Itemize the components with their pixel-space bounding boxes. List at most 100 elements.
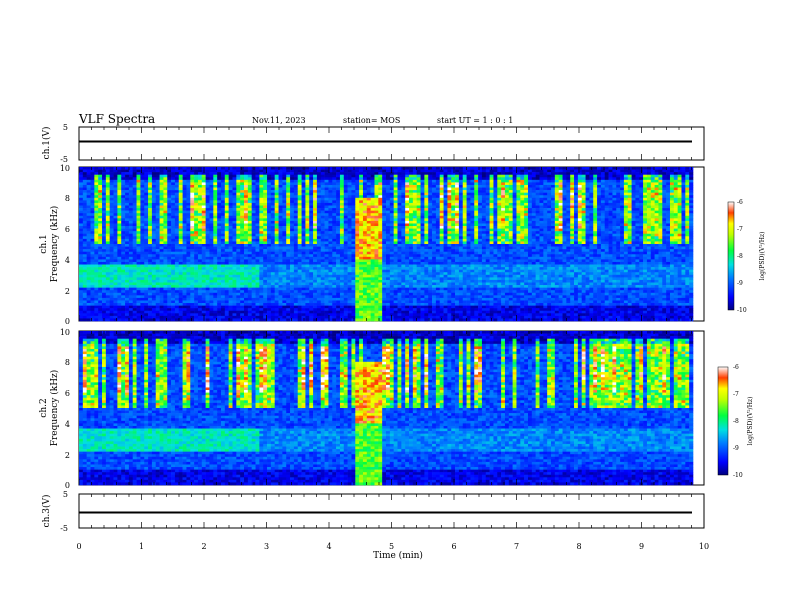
spectrogram-cell	[159, 244, 164, 247]
spectrogram-cell	[343, 254, 348, 258]
spectrogram-cell	[86, 305, 91, 309]
spectrogram-cell	[148, 190, 153, 193]
spectrogram-cell	[140, 261, 145, 265]
spectrogram-cell	[86, 236, 91, 240]
spectrogram-cell	[278, 184, 283, 188]
spectrogram-cell	[320, 190, 325, 193]
spectrogram-cell	[301, 208, 306, 211]
spectrogram-cell	[86, 285, 91, 288]
spectrogram-cell	[313, 231, 318, 235]
spectrogram-cell	[171, 244, 176, 247]
spectrogram-cell	[128, 182, 134, 186]
spectrogram-cell	[228, 177, 233, 181]
spectrogram-cell	[109, 205, 114, 209]
spectrogram-cell	[316, 292, 322, 296]
spectrogram-cell	[128, 179, 134, 183]
spectrogram-cell	[113, 318, 118, 322]
spectrogram-cell	[278, 287, 283, 291]
spectrogram-cell	[167, 169, 172, 173]
spectrogram-cell	[167, 269, 172, 273]
spectrogram-cell	[286, 279, 291, 283]
spectrogram-cell	[182, 177, 187, 181]
spectrogram-cell	[347, 233, 352, 237]
spectrogram-cell	[209, 267, 214, 270]
spectrogram-cell	[251, 308, 256, 312]
spectrogram-cell	[286, 282, 291, 286]
spectrogram-cell	[366, 200, 371, 204]
spectrogram-cell	[232, 295, 237, 299]
spectrogram-cell	[313, 246, 318, 250]
spectrogram-cell	[274, 190, 279, 193]
spectrogram-cell	[332, 244, 337, 247]
spectrogram-cell	[244, 233, 249, 237]
spectrogram-cell	[339, 269, 345, 273]
spectrogram-cell	[209, 313, 214, 317]
spectrogram-cell	[293, 241, 299, 245]
spectrogram-cell	[351, 244, 356, 247]
spectrogram-cell	[293, 305, 299, 309]
spectrogram-cell	[339, 285, 345, 288]
spectrogram-cell	[228, 208, 233, 211]
spectrogram-cell	[167, 251, 172, 255]
spectrogram-cell	[105, 305, 110, 309]
spectrogram-cell	[244, 303, 249, 306]
spectrogram-cell	[351, 282, 356, 286]
spectrogram-cell	[213, 200, 218, 204]
spectrogram-cell	[347, 177, 352, 181]
spectrogram-cell	[305, 287, 310, 291]
spectrogram-cell	[205, 254, 210, 258]
spectrogram-cell	[282, 300, 287, 304]
spectrogram-cell	[117, 177, 122, 181]
spectrogram-cell	[90, 241, 95, 245]
station-label: station= MOS	[343, 116, 400, 125]
spectrogram-cell	[224, 208, 229, 211]
spectrogram-cell	[155, 282, 160, 286]
spectrogram-cell	[151, 184, 157, 188]
spectrogram-cell	[197, 179, 203, 183]
spectrogram-cell	[174, 267, 180, 270]
spectrogram-cell	[94, 305, 99, 309]
spectrogram-cell	[270, 226, 276, 229]
spectrogram-cell	[90, 236, 95, 240]
spectrogram-cell	[232, 290, 237, 294]
spectrogram-cell	[155, 244, 160, 247]
spectrogram-cell	[125, 167, 130, 170]
spectrogram-cell	[255, 313, 260, 317]
spectrogram-cell	[282, 223, 287, 227]
spectrogram-cell	[343, 295, 348, 299]
spectrogram-cell	[105, 279, 110, 283]
spectrogram-cell	[244, 241, 249, 245]
spectrogram-cell	[105, 318, 110, 322]
spectrogram-cell	[378, 238, 383, 242]
spectrogram-cell	[259, 184, 264, 188]
spectrogram-cell	[270, 290, 276, 294]
spectrogram-cell	[305, 285, 310, 288]
spectrogram-cell	[336, 300, 341, 304]
spectrogram-cell	[366, 215, 371, 219]
spectrogram-cell	[174, 282, 180, 286]
spectrogram-cell	[182, 167, 187, 170]
spectrogram-cell	[90, 313, 95, 317]
spectrogram-cell	[301, 297, 306, 301]
spectrogram-cell	[382, 297, 387, 301]
spectrogram-cell	[174, 179, 180, 183]
spectrogram-cell	[151, 285, 157, 288]
spectrogram-cell	[194, 318, 199, 322]
spectrogram-cell	[328, 313, 333, 317]
spectrogram-cell	[370, 313, 375, 317]
spectrogram-cell	[79, 267, 84, 270]
spectrogram-cell	[316, 318, 322, 322]
spectrogram-cell	[263, 202, 268, 206]
spectrogram-cell	[309, 279, 314, 283]
spectrogram-cell	[102, 285, 107, 288]
spectrogram-cell	[155, 264, 160, 268]
spectrogram-cell	[224, 277, 229, 281]
spectrogram-cell	[263, 310, 268, 314]
spectrogram-cell	[163, 184, 168, 188]
spectrogram-cell	[320, 264, 325, 268]
spectrogram-cell	[182, 172, 187, 175]
spectrogram-cell	[125, 215, 130, 219]
spectrogram-cell	[320, 215, 325, 219]
spectrogram-cell	[86, 205, 91, 209]
spectrogram-cell	[209, 287, 214, 291]
